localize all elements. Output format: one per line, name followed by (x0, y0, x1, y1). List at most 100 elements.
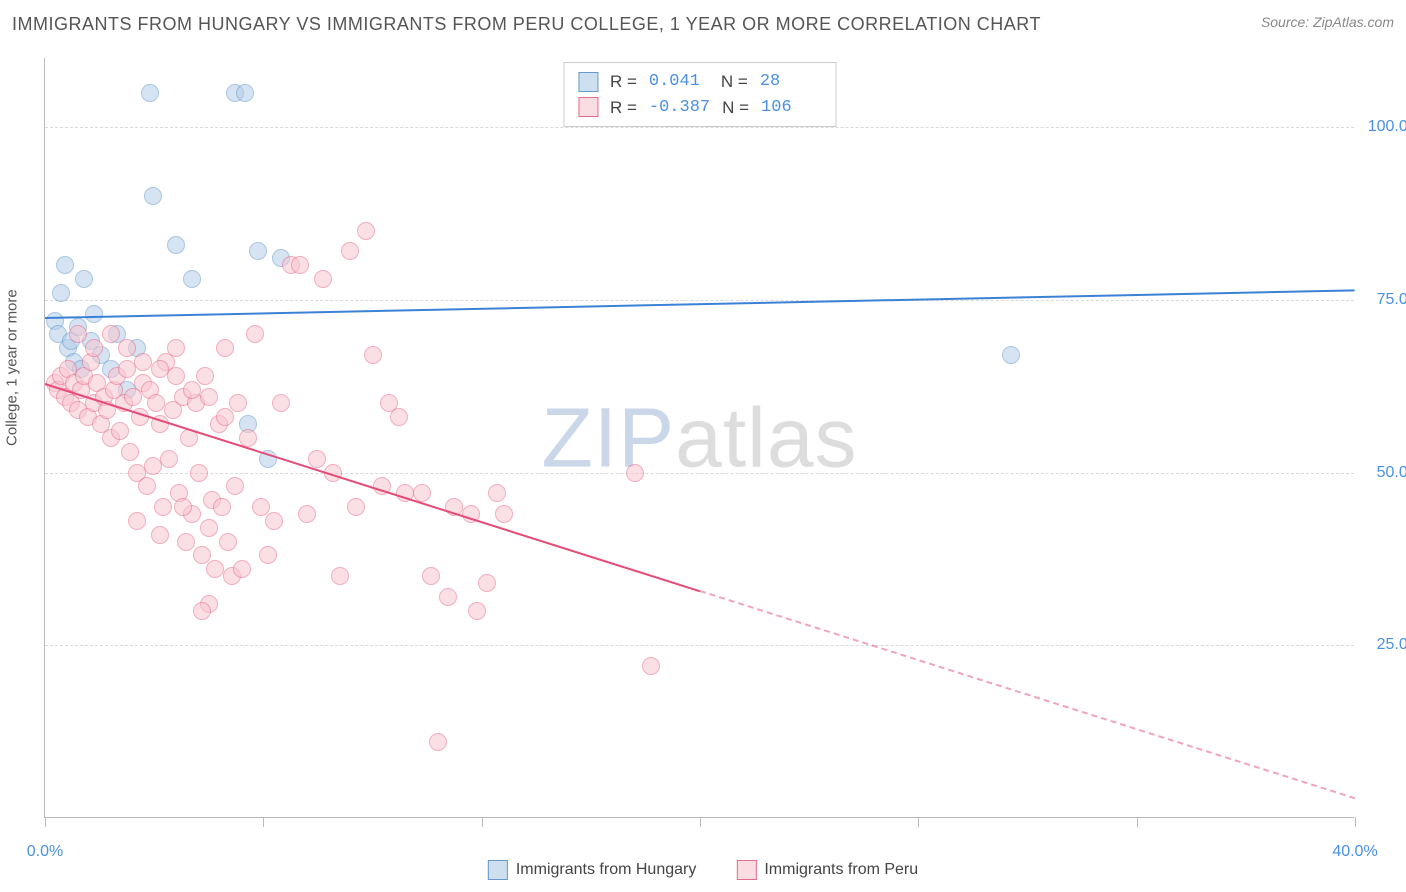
x-tick-mark (1137, 817, 1138, 827)
scatter-point (249, 242, 267, 260)
scatter-point (52, 284, 70, 302)
scatter-point (85, 305, 103, 323)
scatter-point (200, 519, 218, 537)
scatter-point (272, 394, 290, 412)
watermark-atlas: atlas (675, 390, 857, 484)
x-tick-label: 40.0% (1332, 843, 1377, 861)
scatter-point (439, 588, 457, 606)
scatter-point (167, 367, 185, 385)
scatter-point (147, 394, 165, 412)
scatter-point (183, 381, 201, 399)
scatter-point (177, 533, 195, 551)
x-tick-mark (482, 817, 483, 827)
scatter-point (128, 512, 146, 530)
y-tick-label: 100.0% (1362, 118, 1406, 136)
scatter-point (331, 567, 349, 585)
legend-swatch (578, 97, 598, 117)
scatter-point (69, 325, 87, 343)
scatter-point (488, 484, 506, 502)
plot-area: ZIPatlas R =0.041N =28R =-0.387N =106 25… (44, 58, 1354, 818)
watermark-zip: ZIP (541, 390, 675, 484)
scatter-point (236, 84, 254, 102)
scatter-point (357, 222, 375, 240)
scatter-point (134, 353, 152, 371)
x-tick-mark (918, 817, 919, 827)
scatter-point (138, 477, 156, 495)
scatter-point (151, 526, 169, 544)
legend-swatch (578, 72, 598, 92)
y-tick-label: 50.0% (1362, 464, 1406, 482)
y-axis-title: College, 1 year or more (4, 289, 21, 446)
r-label: R = (610, 69, 637, 95)
x-tick-mark (263, 817, 264, 827)
y-tick-label: 25.0% (1362, 636, 1406, 654)
scatter-point (226, 477, 244, 495)
scatter-point (259, 546, 277, 564)
scatter-point (167, 339, 185, 357)
scatter-point (193, 602, 211, 620)
scatter-point (167, 236, 185, 254)
scatter-point (160, 450, 178, 468)
scatter-point (118, 339, 136, 357)
scatter-point (174, 498, 192, 516)
scatter-point (347, 498, 365, 516)
scatter-point (118, 360, 136, 378)
scatter-point (144, 457, 162, 475)
n-label: N = (722, 95, 749, 121)
legend-item: Immigrants from Hungary (488, 860, 697, 880)
scatter-point (141, 84, 159, 102)
scatter-point (200, 388, 218, 406)
scatter-point (219, 533, 237, 551)
x-tick-mark (45, 817, 46, 827)
scatter-point (642, 657, 660, 675)
legend-swatch (488, 860, 508, 880)
scatter-point (121, 443, 139, 461)
scatter-point (233, 560, 251, 578)
n-value: 106 (761, 95, 821, 121)
scatter-point (85, 339, 103, 357)
scatter-point (422, 567, 440, 585)
scatter-point (429, 733, 447, 751)
n-value: 28 (760, 69, 820, 95)
scatter-point (341, 242, 359, 260)
legend-item: Immigrants from Peru (736, 860, 918, 880)
r-label: R = (610, 95, 637, 121)
scatter-point (154, 498, 172, 516)
scatter-point (390, 408, 408, 426)
header-row: IMMIGRANTS FROM HUNGARY VS IMMIGRANTS FR… (12, 14, 1394, 35)
scatter-point (298, 505, 316, 523)
scatter-point (56, 256, 74, 274)
scatter-point (478, 574, 496, 592)
scatter-point (468, 602, 486, 620)
scatter-point (246, 325, 264, 343)
scatter-point (151, 360, 169, 378)
scatter-point (291, 256, 309, 274)
n-label: N = (721, 69, 748, 95)
scatter-point (206, 560, 224, 578)
scatter-point (111, 422, 129, 440)
scatter-point (1002, 346, 1020, 364)
scatter-point (144, 187, 162, 205)
scatter-point (495, 505, 513, 523)
scatter-point (190, 464, 208, 482)
source-attribution: Source: ZipAtlas.com (1261, 14, 1394, 30)
scatter-point (314, 270, 332, 288)
scatter-point (102, 325, 120, 343)
series-legend: Immigrants from Hungary Immigrants from P… (488, 860, 918, 880)
trend-line (700, 590, 1356, 799)
x-tick-mark (1355, 817, 1356, 827)
legend-label: Immigrants from Hungary (516, 861, 697, 879)
scatter-point (364, 346, 382, 364)
legend-swatch (736, 860, 756, 880)
scatter-point (229, 394, 247, 412)
scatter-point (213, 498, 231, 516)
scatter-point (308, 450, 326, 468)
y-tick-label: 75.0% (1362, 291, 1406, 309)
x-tick-mark (700, 817, 701, 827)
x-tick-label: 0.0% (27, 843, 63, 861)
scatter-point (216, 339, 234, 357)
chart-title: IMMIGRANTS FROM HUNGARY VS IMMIGRANTS FR… (12, 14, 1041, 35)
scatter-point (75, 270, 93, 288)
scatter-point (196, 367, 214, 385)
scatter-point (216, 408, 234, 426)
